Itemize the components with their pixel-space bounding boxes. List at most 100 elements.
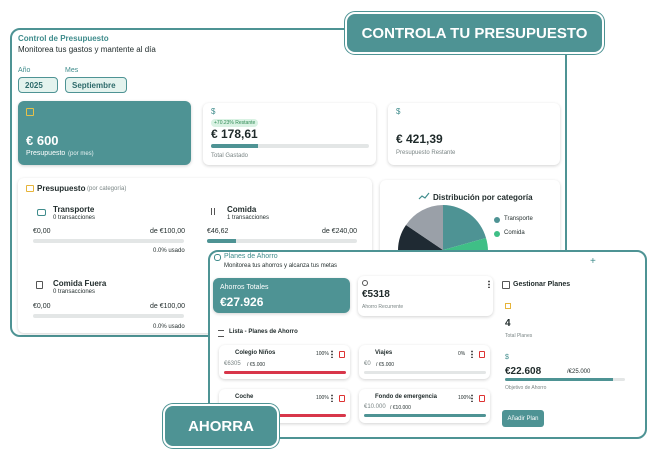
spent-value: € 178,61 bbox=[211, 127, 258, 141]
category-count: 0 transacciones bbox=[53, 289, 96, 295]
category-count: 1 transacciones bbox=[227, 215, 270, 221]
savings-subtitle: Monitorea tus ahorros y alcanza tus meta… bbox=[224, 263, 338, 269]
category-name: Comida Fuera bbox=[53, 279, 107, 288]
category-bar bbox=[33, 239, 184, 243]
legend-swatch bbox=[494, 217, 500, 223]
pie-chart bbox=[398, 205, 488, 251]
remaining-icon: $ bbox=[396, 107, 401, 116]
budget-value: € 600 bbox=[26, 133, 59, 148]
plan-pct: 100% bbox=[458, 395, 471, 401]
budget-title: Control de Presupuesto bbox=[18, 34, 109, 43]
category-bar-fill bbox=[207, 239, 236, 243]
category-title: Presupuesto bbox=[37, 184, 86, 193]
bag-icon bbox=[36, 281, 43, 289]
pie-slice bbox=[406, 205, 443, 250]
goal-value: €22.608 bbox=[505, 366, 542, 377]
legend-label: Comida bbox=[504, 230, 525, 236]
plans-count: 4 bbox=[505, 318, 511, 329]
trend-icon bbox=[418, 192, 430, 200]
plan-name: Fondo de emergencia bbox=[375, 394, 438, 400]
category-count: 0 transacciones bbox=[53, 215, 96, 221]
plan-name: Viajes bbox=[375, 350, 393, 356]
total-label: Ahorros Totales bbox=[220, 284, 269, 291]
plan-bar-fill bbox=[224, 371, 346, 374]
plans-icon bbox=[505, 303, 511, 309]
goal-icon: $ bbox=[505, 354, 509, 361]
savings-title: Planes de Ahorro bbox=[224, 253, 278, 260]
menu-icon[interactable] bbox=[331, 350, 333, 358]
pie-slice bbox=[443, 205, 486, 250]
menu-icon[interactable] bbox=[331, 394, 333, 402]
delete-icon[interactable] bbox=[339, 351, 345, 358]
manage-title: Gestionar Planes bbox=[513, 281, 571, 288]
clock-icon bbox=[362, 280, 368, 286]
menu-icon[interactable] bbox=[471, 394, 473, 402]
total-value: €27.926 bbox=[220, 295, 264, 309]
plan-name: Coche bbox=[235, 394, 254, 400]
total-card bbox=[213, 278, 350, 313]
budget-badge: CONTROLA TU PRESUPUESTO bbox=[345, 12, 604, 54]
add-plan-button[interactable]: Añadir Plan bbox=[502, 410, 544, 427]
plan-saved: €6305 bbox=[224, 361, 241, 367]
plan-pct: 100% bbox=[316, 395, 329, 401]
spent-bar-fill bbox=[211, 144, 259, 148]
spent-bar bbox=[211, 144, 369, 148]
goal-bar-fill bbox=[505, 378, 613, 381]
month-select[interactable]: Septiembre bbox=[65, 77, 127, 93]
category-spent: €46,62 bbox=[207, 228, 229, 235]
remaining-card bbox=[388, 103, 560, 165]
menu-icon[interactable] bbox=[471, 350, 473, 358]
distribution-title: Distribución por categoría bbox=[433, 193, 533, 202]
plan-bar-fill bbox=[364, 414, 486, 417]
year-label: Año bbox=[18, 67, 31, 74]
recurring-value: €5318 bbox=[362, 289, 390, 300]
menu-icon[interactable] bbox=[488, 280, 490, 288]
piggy-icon bbox=[214, 254, 221, 261]
pie-slice bbox=[398, 225, 443, 251]
category-bar bbox=[33, 314, 184, 318]
delete-icon[interactable] bbox=[339, 395, 345, 402]
plan-name: Colegio Niños bbox=[235, 350, 276, 356]
category-name: Comida bbox=[227, 205, 257, 214]
recurring-card bbox=[358, 276, 493, 316]
delete-icon[interactable] bbox=[479, 395, 485, 402]
car-icon bbox=[37, 209, 46, 216]
budget-note: (por mes) bbox=[68, 151, 94, 157]
year-select[interactable]: 2025 bbox=[18, 77, 58, 93]
plan-bar-fill bbox=[224, 414, 346, 417]
legend-swatch bbox=[494, 231, 500, 237]
goal-bar bbox=[505, 378, 625, 381]
remaining-label: Presupuesto Restante bbox=[396, 150, 456, 156]
food-icon bbox=[211, 208, 215, 215]
savings-badge: AHORRA bbox=[163, 404, 279, 448]
category-name: Transporte bbox=[53, 205, 95, 214]
category-spent: €0,00 bbox=[33, 228, 51, 235]
plan-pct: 0% bbox=[458, 351, 466, 357]
category-limit: de €240,00 bbox=[322, 228, 358, 235]
list-icon bbox=[218, 330, 224, 337]
list-title: Lista - Planes de Ahorro bbox=[229, 329, 298, 335]
category-bar bbox=[207, 239, 357, 243]
plans-count-label: Total Planes bbox=[505, 333, 533, 339]
legend-label: Transporte bbox=[504, 216, 533, 222]
plan-saved: €10.000 bbox=[364, 404, 386, 410]
budget-subtitle: Monitorea tus gastos y mantente al día bbox=[18, 45, 156, 54]
manage-icon bbox=[502, 281, 510, 289]
month-label: Mes bbox=[65, 67, 79, 74]
goal-label: Objetivo de Ahorro bbox=[505, 385, 547, 391]
plan-saved: €0 bbox=[364, 361, 371, 367]
delete-icon[interactable] bbox=[479, 351, 485, 358]
spent-icon: $ bbox=[211, 107, 216, 116]
category-note: (por categoría) bbox=[87, 186, 127, 192]
plan-bar bbox=[224, 414, 346, 417]
pie-slice bbox=[443, 238, 488, 251]
category-limit: de €100,00 bbox=[150, 228, 186, 235]
recurring-label: Ahorro Recurrente bbox=[362, 304, 404, 310]
category-used: 0.0% usado bbox=[153, 324, 185, 330]
add-icon[interactable]: + bbox=[590, 256, 596, 267]
category-spent: €0,00 bbox=[33, 303, 51, 310]
budget-label: Presupuesto bbox=[26, 150, 66, 157]
budget-card bbox=[18, 101, 191, 165]
category-limit: de €100,00 bbox=[150, 303, 186, 310]
